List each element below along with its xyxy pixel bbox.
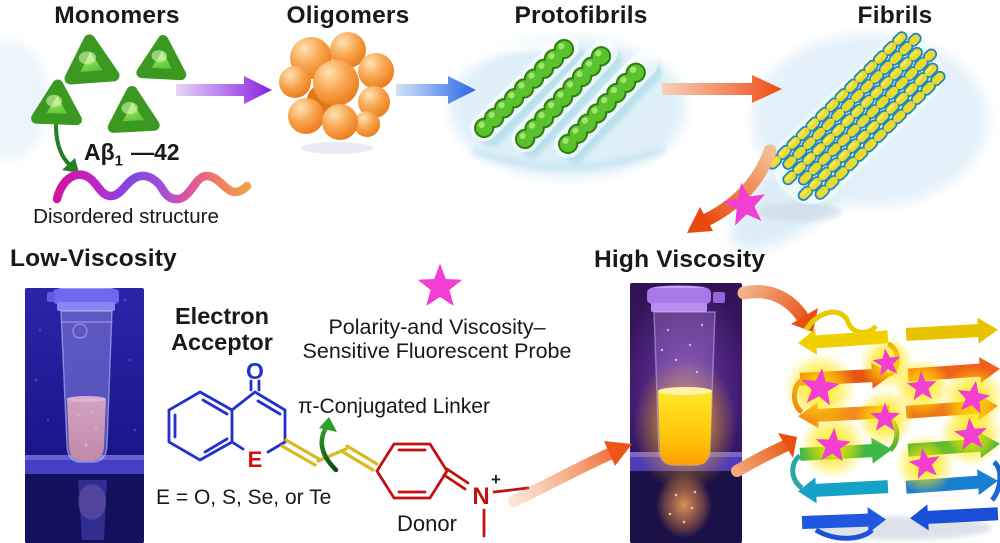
stage-label-protofibrils: Protofibrils	[514, 2, 648, 29]
carbonyl-oxygen-label: O	[246, 358, 264, 384]
peptide-subscript: 1	[114, 152, 123, 170]
protofibrils-illustration	[467, 33, 667, 172]
arrow-tube-to-sheet-bottom	[731, 433, 797, 477]
nitrogen-label: N	[472, 483, 489, 510]
pi-conjugated-linker-label: π-Conjugated Linker	[298, 395, 490, 418]
probe-caption-line2: Sensitive Fluorescent Probe	[302, 339, 572, 363]
acceptor-rings	[167, 379, 287, 462]
low-viscosity-label: Low-Viscosity	[10, 245, 177, 272]
electron-acceptor-label: Electron Acceptor	[171, 303, 273, 355]
arrow-protofibrils-to-fibrils	[662, 75, 782, 103]
high-viscosity-photo	[630, 283, 742, 543]
disordered-ribbon	[52, 170, 252, 204]
low-viscosity-photo	[25, 288, 144, 543]
heteroatom-label: E	[248, 447, 263, 472]
heteroatom-legend: E = O, S, Se, or Te	[156, 486, 332, 509]
arrow-monomers-to-oligomers	[176, 76, 272, 104]
linker-rotation-arrow	[319, 417, 339, 473]
donor-ring	[375, 442, 530, 538]
electron-acceptor-line1: Electron	[174, 303, 270, 329]
peptide-suffix: —42	[131, 139, 180, 165]
stage-label-fibrils: Fibrils	[857, 2, 933, 29]
donor-label: Donor	[397, 511, 457, 536]
oligomers-illustration	[279, 32, 394, 154]
beta-sheet-illustration	[784, 309, 1000, 541]
high-viscosity-label: High Viscosity	[594, 246, 766, 273]
probe-caption: Polarity-and Viscosity– Sensitive Fluores…	[303, 315, 572, 363]
arrow-oligomers-to-protofibrils	[396, 76, 476, 104]
probe-caption-line1: Polarity-and Viscosity–	[328, 315, 546, 339]
chemical-structure: O E N +	[167, 358, 530, 538]
monomers-illustration	[31, 34, 187, 133]
probe-binding-sites	[784, 336, 1000, 494]
arrow-probe-to-tube	[508, 441, 632, 507]
electron-acceptor-line2: Acceptor	[171, 329, 273, 355]
fibrils-illustration	[758, 26, 949, 222]
peptide-name: Aβ1 —42	[84, 139, 180, 170]
stage-label-monomers: Monomers	[54, 2, 180, 29]
peptide-prefix: Aβ	[84, 139, 115, 165]
stage-label-oligomers: Oligomers	[286, 2, 410, 29]
monomer-to-peptide-arrow	[54, 124, 79, 173]
probe-star-icon	[417, 263, 463, 306]
disordered-structure-caption: Disordered structure	[33, 205, 219, 228]
linker-bonds	[280, 438, 379, 472]
charge-label: +	[491, 470, 501, 489]
